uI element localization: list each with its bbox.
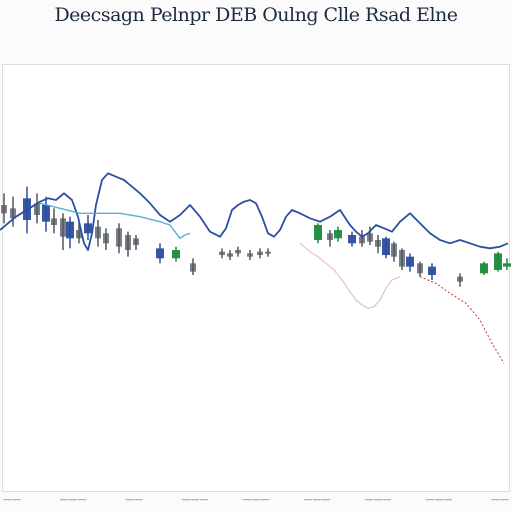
candle-body bbox=[1, 205, 7, 214]
candle-body bbox=[172, 250, 180, 259]
candle-0 bbox=[1, 193, 7, 224]
candle-body bbox=[34, 203, 40, 215]
x-tick-label: ——— bbox=[304, 495, 331, 505]
candle-20 bbox=[235, 246, 241, 257]
candle-5 bbox=[51, 208, 57, 234]
x-tick-label: ——— bbox=[365, 495, 392, 505]
candle-4 bbox=[42, 196, 50, 232]
candle-9 bbox=[84, 215, 92, 240]
candle-body bbox=[265, 251, 271, 254]
candle-23 bbox=[265, 248, 271, 257]
candle-body bbox=[399, 250, 405, 267]
candle-39 bbox=[494, 251, 502, 272]
x-tick-label: —— bbox=[125, 495, 143, 505]
chart-title: Deecsagn Pelnpr DEB Oulng Clle Rsad Elne bbox=[54, 4, 458, 26]
candle-body bbox=[334, 230, 342, 239]
candle-19 bbox=[227, 250, 233, 260]
candle-26 bbox=[334, 226, 342, 242]
x-tick-label: ——— bbox=[243, 495, 270, 505]
candle-body bbox=[116, 228, 122, 247]
candle-12 bbox=[116, 223, 122, 254]
candle-6 bbox=[60, 213, 66, 250]
candle-34 bbox=[406, 253, 414, 272]
candle-38 bbox=[480, 261, 488, 275]
candle-body bbox=[156, 248, 164, 259]
x-tick-label: ——— bbox=[60, 495, 87, 505]
candle-37 bbox=[457, 273, 463, 287]
candle-body bbox=[84, 223, 92, 234]
series-line-pink bbox=[299, 242, 401, 309]
candle-body bbox=[247, 253, 253, 257]
series-line-red bbox=[419, 276, 505, 364]
candle-32 bbox=[391, 241, 397, 262]
candles-layer bbox=[1, 186, 511, 287]
candle-25 bbox=[327, 230, 333, 247]
candle-body bbox=[190, 263, 196, 272]
candle-body bbox=[382, 238, 390, 255]
candle-body bbox=[457, 276, 463, 282]
candle-14 bbox=[133, 235, 139, 250]
candle-body bbox=[103, 233, 109, 244]
candle-body bbox=[10, 208, 16, 219]
candle-35 bbox=[417, 261, 423, 277]
x-tick-label: —— bbox=[3, 495, 21, 505]
candle-body bbox=[219, 251, 225, 255]
candle-body bbox=[125, 235, 131, 250]
candle-7 bbox=[66, 216, 74, 249]
candle-body bbox=[327, 233, 333, 240]
candle-body bbox=[503, 263, 511, 267]
candle-body bbox=[406, 256, 414, 267]
candle-body bbox=[314, 225, 322, 240]
x-tick-label: ——— bbox=[182, 495, 209, 505]
candle-body bbox=[66, 221, 74, 239]
candle-30 bbox=[375, 235, 381, 254]
candle-22 bbox=[257, 248, 263, 259]
candle-1 bbox=[10, 196, 16, 227]
x-tick-label: ——— bbox=[426, 495, 453, 505]
candle-body bbox=[348, 235, 356, 244]
candle-33 bbox=[399, 248, 405, 270]
plot-frame bbox=[2, 64, 510, 492]
candle-36 bbox=[428, 263, 436, 280]
lines-layer bbox=[0, 172, 509, 364]
candle-body bbox=[227, 253, 233, 257]
candle-3 bbox=[34, 193, 40, 224]
candle-body bbox=[51, 218, 57, 225]
candle-body bbox=[494, 253, 502, 270]
x-tick-label: —— bbox=[491, 495, 509, 505]
candle-body bbox=[417, 263, 423, 274]
candle-31 bbox=[382, 236, 390, 259]
candle-body bbox=[76, 230, 82, 239]
candle-body bbox=[375, 240, 381, 247]
candle-18 bbox=[219, 248, 225, 259]
candle-15 bbox=[156, 243, 164, 264]
candle-10 bbox=[95, 220, 101, 247]
candle-body bbox=[257, 251, 263, 255]
candle-body bbox=[359, 236, 365, 244]
candle-21 bbox=[247, 250, 253, 260]
candle-27 bbox=[348, 231, 356, 247]
candle-17 bbox=[190, 258, 196, 275]
series-line-dark bbox=[0, 172, 509, 251]
candle-8 bbox=[76, 223, 82, 244]
candle-29 bbox=[367, 226, 373, 245]
candle-body bbox=[480, 263, 488, 274]
candle-body bbox=[42, 205, 50, 222]
candle-body bbox=[428, 266, 436, 275]
candle-body bbox=[133, 238, 139, 245]
candle-24 bbox=[314, 223, 322, 244]
candle-40 bbox=[503, 258, 511, 270]
candle-13 bbox=[125, 231, 131, 257]
candle-body bbox=[367, 233, 373, 242]
candle-body bbox=[235, 250, 241, 254]
candle-body bbox=[95, 226, 101, 239]
candle-28 bbox=[359, 230, 365, 247]
candle-11 bbox=[103, 228, 109, 250]
candle-body bbox=[391, 243, 397, 257]
x-axis-ticks: —— ——— —— ——— ——— ——— ——— ——— —— bbox=[3, 495, 509, 505]
series-line-light bbox=[39, 202, 191, 240]
candle-16 bbox=[172, 246, 180, 262]
candle-body bbox=[60, 218, 66, 237]
